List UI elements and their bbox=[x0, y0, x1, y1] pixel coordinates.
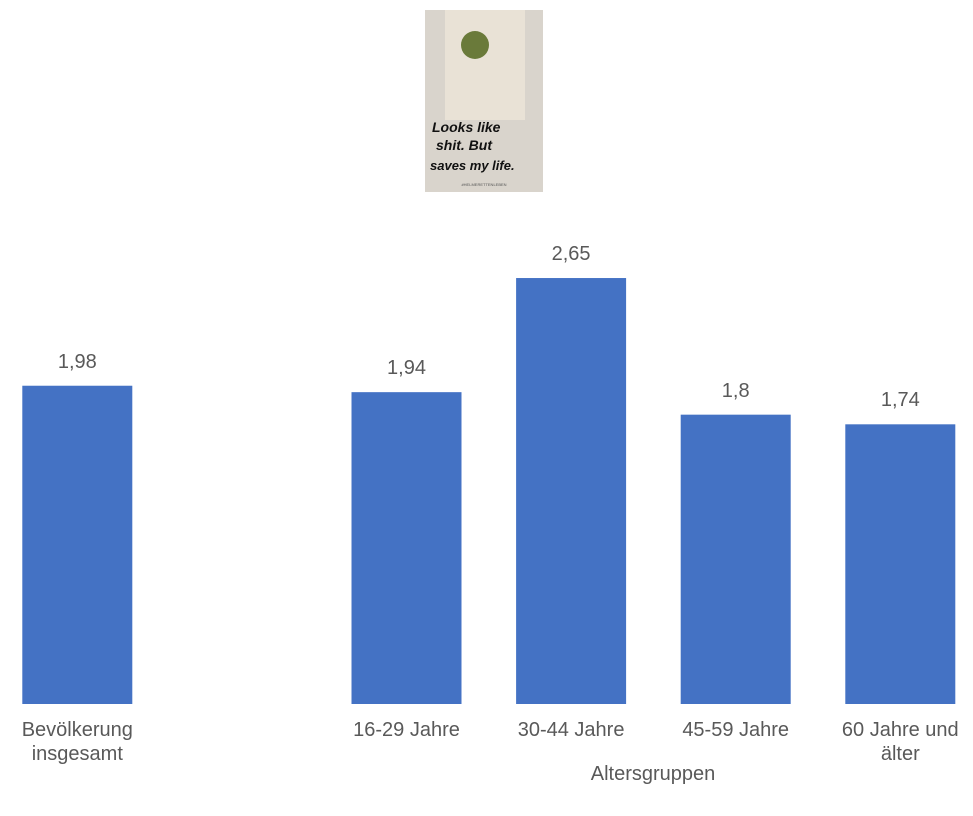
bar bbox=[516, 278, 627, 704]
poster-text: shit. But bbox=[436, 137, 493, 153]
bar bbox=[351, 392, 462, 704]
value-label: 1,94 bbox=[387, 357, 426, 380]
x-axis-label: Altersgruppen bbox=[590, 763, 716, 785]
poster: Looks like shit. But saves my life. #HEL… bbox=[425, 10, 543, 192]
poster-hashtag: #HELMERETTENLEBEN bbox=[461, 182, 506, 187]
poster-text: Looks like bbox=[432, 119, 501, 135]
bar bbox=[845, 424, 956, 704]
x-tick-label: 16-29 Jahre bbox=[353, 719, 460, 741]
value-label: 1,8 bbox=[721, 379, 750, 402]
x-tick-label: 60 Jahre und älter bbox=[841, 719, 959, 765]
x-tick-label: 30-44 Jahre bbox=[517, 719, 625, 741]
poster-helmet bbox=[461, 31, 489, 59]
poster-text: saves my life. bbox=[430, 158, 515, 173]
bar bbox=[680, 414, 791, 704]
x-tick-label: Bevölkerung insgesamt bbox=[21, 719, 133, 765]
x-tick-label: 45-59 Jahre bbox=[682, 719, 790, 741]
value-label: 1,74 bbox=[880, 389, 920, 412]
value-label: 2,65 bbox=[551, 243, 591, 266]
bar bbox=[22, 385, 133, 704]
value-label: 1,98 bbox=[57, 350, 97, 373]
poster-photo bbox=[445, 10, 525, 120]
